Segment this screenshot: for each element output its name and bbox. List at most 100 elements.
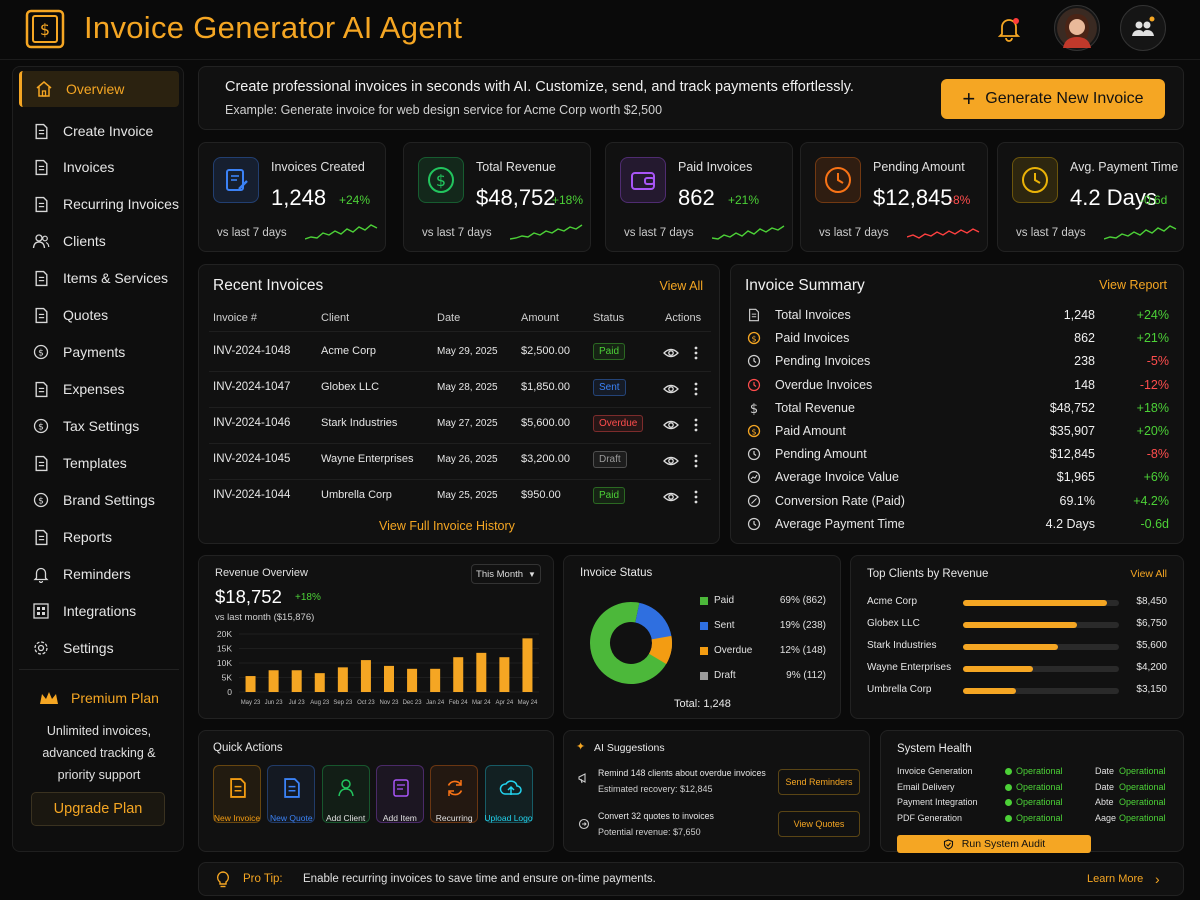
summary-row-overdue-invoices: Overdue Invoices 148 -12% xyxy=(745,375,1171,397)
quick-action-recurring[interactable] xyxy=(430,765,479,823)
sidebar-item-label: Integrations xyxy=(63,603,137,619)
more-options-icon[interactable] xyxy=(693,490,699,504)
more-options-icon[interactable] xyxy=(693,454,699,468)
y-tick-label: 20K xyxy=(217,629,232,639)
quick-action-new-invoice[interactable] xyxy=(213,765,261,823)
column-header-invoice: Invoice # xyxy=(213,312,258,324)
svg-text:$: $ xyxy=(38,497,44,507)
top-clients-title: Top Clients by Revenue xyxy=(867,568,989,580)
summary-row-paid-invoices: $ Paid Invoices 862 +21% xyxy=(745,328,1171,350)
view-all-invoices-link[interactable]: View All xyxy=(659,279,703,293)
view-quotes-button[interactable]: View Quotes xyxy=(778,811,860,837)
service-secondary-status: Operational xyxy=(1119,797,1166,808)
invoice-summary-title: Invoice Summary xyxy=(745,277,865,294)
sparkline xyxy=(1104,225,1177,240)
table-row[interactable]: INV-2024-1044 Umbrella Corp May 25, 2025 $9… xyxy=(199,487,719,510)
service-secondary-name: Abte xyxy=(1095,797,1114,808)
table-row[interactable]: INV-2024-1048 Acme Corp May 29, 2025 $2,500… xyxy=(199,343,719,366)
summary-row-pending-invoices: Pending Invoices 238 -5% xyxy=(745,351,1171,373)
more-options-icon[interactable] xyxy=(693,346,699,360)
summary-change: +20% xyxy=(1136,424,1169,438)
sidebar-item-tax-settings[interactable]: $ Tax Settings xyxy=(19,408,179,444)
learn-more-link[interactable]: Learn More xyxy=(1087,873,1144,885)
sidebar-item-templates[interactable]: Templates xyxy=(19,445,179,481)
sidebar-item-label: Tax Settings xyxy=(63,418,140,434)
legend-swatch xyxy=(700,597,708,605)
pro-tip-label: Pro Tip: xyxy=(243,873,283,885)
table-row[interactable]: INV-2024-1046 Stark Industries May 27, 202… xyxy=(199,415,719,438)
add-user-icon xyxy=(336,777,358,799)
upgrade-plan-button[interactable]: Upgrade Plan xyxy=(31,792,165,826)
sidebar-item-integrations[interactable]: Integrations xyxy=(19,593,179,629)
quick-actions-card: Quick Actions New Invoice New Quote Add Cl… xyxy=(198,730,554,852)
run-system-audit-button[interactable]: Run System Audit xyxy=(897,835,1091,853)
view-eye-icon[interactable] xyxy=(663,382,679,396)
notification-bell-icon[interactable] xyxy=(994,14,1024,44)
chevron-right-icon[interactable]: › xyxy=(1155,871,1160,887)
table-row[interactable]: INV-2024-1045 Wayne Enterprises May 26, 20… xyxy=(199,451,719,474)
service-name: PDF Generation xyxy=(897,813,963,824)
stat-label: Invoices Created xyxy=(271,160,365,174)
sidebar-item-expenses[interactable]: Expenses xyxy=(19,371,179,407)
revenue-bar xyxy=(476,652,487,692)
sidebar-item-label: Overview xyxy=(66,81,125,97)
view-eye-icon[interactable] xyxy=(663,346,679,360)
summary-value: 1,248 xyxy=(1063,308,1095,322)
team-icon[interactable] xyxy=(1120,5,1166,51)
x-tick-label: Jan 24 xyxy=(426,700,445,706)
sidebar-item-items-services[interactable]: Items & Services xyxy=(19,260,179,296)
quick-action-add-client[interactable] xyxy=(321,765,370,823)
x-tick-label: Nov 23 xyxy=(379,700,399,706)
sidebar-item-reports[interactable]: Reports xyxy=(19,519,179,555)
revenue-bar xyxy=(291,670,302,692)
sidebar-item-clients[interactable]: Clients xyxy=(19,223,179,259)
sidebar-item-overview[interactable]: Overview xyxy=(19,71,179,107)
status-badge: Sent xyxy=(593,379,626,396)
stat-label: Paid Invoices xyxy=(678,160,753,174)
view-eye-icon[interactable] xyxy=(663,490,679,504)
clock-icon xyxy=(1012,157,1058,203)
premium-desc-line2: advanced tracking & xyxy=(42,746,156,760)
invoice-amount: $3,200.00 xyxy=(521,453,570,465)
sidebar-item-reminders[interactable]: Reminders xyxy=(19,556,179,592)
svg-text:$: $ xyxy=(751,335,756,344)
table-row[interactable]: INV-2024-1047 Globex LLC May 28, 2025 $1,85… xyxy=(199,379,719,402)
user-avatar[interactable] xyxy=(1054,5,1100,51)
dollar-icon: $ xyxy=(418,157,464,203)
generate-new-invoice-button[interactable]: + Generate New Invoice xyxy=(941,79,1165,119)
premium-plan-card: Premium Plan Unlimited invoices, advance… xyxy=(19,669,179,839)
more-options-icon[interactable] xyxy=(693,418,699,432)
sidebar-item-settings[interactable]: Settings xyxy=(19,630,179,666)
sidebar-item-quotes[interactable]: Quotes xyxy=(19,297,179,333)
quick-action-new-quote[interactable] xyxy=(267,765,316,823)
top-clients-view-all-link[interactable]: View All xyxy=(1130,568,1167,580)
summary-change: +18% xyxy=(1136,400,1169,415)
view-eye-icon[interactable] xyxy=(663,418,679,432)
quick-action-label: New Invoice xyxy=(213,813,261,823)
revenue-bar xyxy=(360,660,371,692)
quick-action-upload-logo[interactable] xyxy=(484,765,533,823)
view-report-link[interactable]: View Report xyxy=(1099,278,1167,292)
sparkline-path xyxy=(907,228,980,239)
period-select[interactable]: This Month ▼ xyxy=(471,564,541,584)
banner-headline: Create professional invoices in seconds … xyxy=(225,79,854,95)
status-badge: Overdue xyxy=(593,415,644,432)
client-revenue: $8,450 xyxy=(1136,596,1167,607)
sidebar-item-invoices[interactable]: Invoices xyxy=(19,149,179,185)
sidebar-item-payments[interactable]: $ Payments xyxy=(19,334,179,370)
invoice-amount: $950.00 xyxy=(521,489,561,501)
row-divider xyxy=(209,407,711,408)
sidebar-item-brand-settings[interactable]: $ Brand Settings xyxy=(19,482,179,518)
more-options-icon[interactable] xyxy=(693,382,699,396)
view-full-history-link[interactable]: View Full Invoice History xyxy=(379,519,515,533)
quick-action-add-item[interactable] xyxy=(375,765,424,823)
summary-value: 69.1% xyxy=(1059,493,1095,508)
client-name: Wayne Enterprises xyxy=(867,662,952,673)
send-reminders-button[interactable]: Send Reminders xyxy=(778,769,860,795)
sidebar-item-create-invoice[interactable]: Create Invoice xyxy=(19,113,179,149)
quote-icon xyxy=(281,777,303,799)
sparkle-icon: ✦ xyxy=(576,741,586,753)
quick-action-label: Add Item xyxy=(382,813,417,823)
view-eye-icon[interactable] xyxy=(663,454,679,468)
sidebar-item-recurring-invoices[interactable]: Recurring Invoices xyxy=(19,186,179,222)
